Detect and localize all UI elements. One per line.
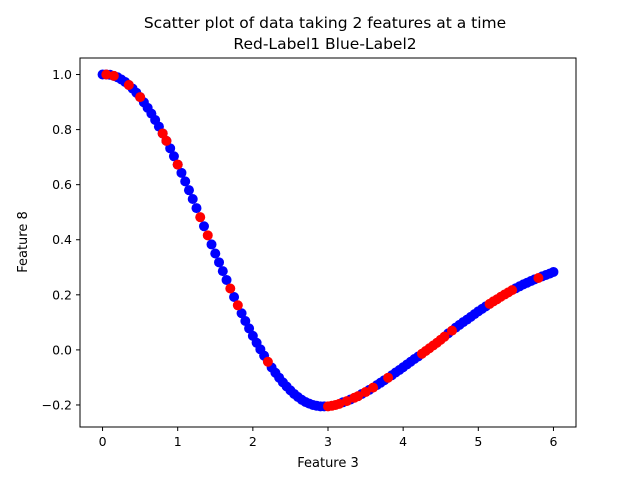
data-point — [161, 135, 172, 146]
y-axis-ticks: −0.2 0.0 0.2 0.4 0.6 0.8 1.0 — [42, 67, 80, 412]
data-point — [368, 382, 379, 393]
x-axis-ticks: 0 1 2 3 4 5 6 — [99, 427, 557, 449]
data-point — [187, 193, 198, 204]
data-point — [135, 92, 146, 103]
data-point — [123, 79, 134, 90]
data-point — [533, 273, 544, 284]
x-tick-label: 0 — [99, 434, 107, 449]
data-point — [229, 292, 240, 303]
x-tick-label: 2 — [249, 434, 257, 449]
y-tick-label: 0.6 — [52, 177, 72, 192]
data-point — [383, 372, 394, 383]
data-point — [191, 203, 202, 214]
data-point — [262, 356, 273, 367]
data-point — [334, 398, 345, 409]
data-point — [217, 266, 228, 277]
data-point — [353, 391, 364, 402]
y-tick-label: 0.0 — [52, 342, 72, 357]
y-tick-label: 0.8 — [52, 122, 72, 137]
data-point — [221, 274, 232, 285]
y-tick-label: −0.2 — [42, 397, 72, 412]
data-point — [447, 325, 457, 336]
y-axis-label: Feature 8 — [16, 211, 31, 273]
y-tick-label: 1.0 — [52, 67, 72, 82]
data-point — [108, 70, 119, 81]
data-point — [180, 176, 191, 187]
data-point — [168, 151, 179, 162]
data-point — [232, 300, 243, 311]
data-point — [236, 308, 247, 319]
data-points — [97, 69, 559, 412]
data-point — [157, 128, 168, 139]
data-point — [548, 266, 559, 277]
y-tick-label: 0.2 — [52, 287, 72, 302]
data-point — [176, 167, 187, 178]
x-tick-label: 1 — [174, 434, 182, 449]
data-point — [244, 323, 255, 334]
data-point — [214, 257, 225, 268]
x-tick-label: 6 — [549, 434, 557, 449]
chart-title: Scatter plot of data taking 2 features a… — [144, 14, 506, 32]
x-tick-label: 5 — [474, 434, 482, 449]
data-point — [341, 396, 352, 407]
y-tick-label: 0.4 — [52, 232, 72, 247]
data-point — [165, 143, 176, 154]
data-point — [101, 69, 112, 80]
chart-subtitle: Red-Label1 Blue-Label2 — [233, 35, 416, 53]
data-point — [206, 239, 217, 250]
data-point — [240, 315, 251, 326]
data-point — [360, 387, 371, 398]
data-point — [195, 212, 206, 223]
x-tick-label: 4 — [399, 434, 407, 449]
data-point — [183, 185, 194, 196]
x-axis-label: Feature 3 — [297, 456, 359, 471]
data-point — [507, 285, 518, 296]
data-point — [439, 331, 450, 342]
data-point — [225, 283, 236, 294]
x-tick-label: 3 — [324, 434, 332, 449]
data-point — [172, 159, 183, 170]
data-point — [199, 221, 209, 232]
data-point — [210, 248, 221, 259]
data-point — [202, 230, 213, 241]
